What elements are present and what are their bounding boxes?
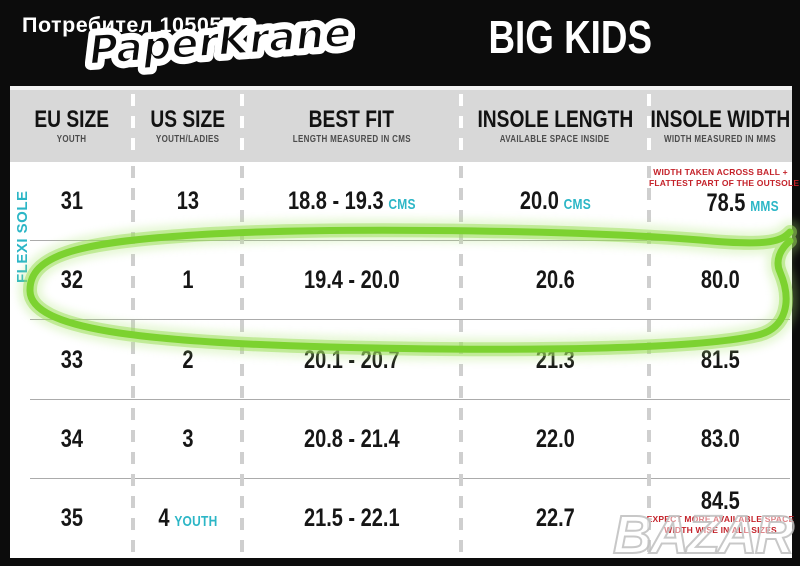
table-row-size-35: 35 4 YOUTH 21.5 - 22.1 22.7 84.5 EXPECT M… [10,479,795,558]
cell-insole-width: WIDTH TAKEN ACROSS BALL + FLATTEST PART … [649,162,800,241]
insole-length-value: 21.3 [535,345,575,374]
table-row-size-32-highlighted: 32 1 19.4 - 20.0 20.6 80.0 [10,241,792,321]
extra-space-note: EXPECT MORE AVAILABLE SPACE WIDTH WISE I… [647,514,795,536]
insole-length-value: 20.0 [519,187,559,216]
table-header: EU SIZE YOUTH US SIZE YOUTH/LADIES BEST … [10,86,792,162]
us-value: 3 [181,424,194,453]
eu-value: 33 [60,345,83,374]
cell-best-fit: 19.4 - 20.0 [242,241,461,320]
width-note-line2: FLATTEST PART OF THE OUTSOLE [649,178,800,189]
cell-best-fit: 20.1 - 20.7 [242,320,461,399]
cell-eu: 33 [10,320,133,399]
header-us-size: US SIZE YOUTH/LADIES [133,90,242,162]
extra-space-note-line1: EXPECT MORE AVAILABLE SPACE [646,513,795,524]
insole-length-unit: CMS [563,196,591,214]
table-body: 31 13 18.8 - 19.3 CMS 20.0 CMS WIDTH TAKEN… [10,162,800,558]
cell-insole-length: 20.6 [461,241,649,320]
insole-width-value: 81.5 [701,345,740,374]
cell-insole-length: 21.3 [461,320,649,399]
cell-us: 1 [133,241,242,320]
cell-us: 4 YOUTH [133,479,242,558]
eu-value: 34 [60,424,83,453]
extra-space-note-line2: WIDTH WISE IN ALL SIZES [664,524,777,535]
header-best-fit: BEST FIT LENGTH MEASURED IN CMS [242,90,461,162]
cell-insole-length: 22.7 [461,479,649,558]
insole-width-value: 83.0 [701,424,740,453]
header-eu-title: EU SIZE [34,105,109,133]
width-measure-note: WIDTH TAKEN ACROSS BALL + FLATTEST PART … [649,167,800,189]
paperkrane-logo: PaperKrane PaperKrane [85,4,355,80]
cell-us: 2 [133,320,242,399]
cell-us: 13 [133,162,242,241]
us-unit: YOUTH [173,512,218,530]
best-fit-value: 20.8 - 21.4 [303,424,400,453]
insole-width-value: 78.5 [706,189,746,218]
cell-insole-width: 84.5 EXPECT MORE AVAILABLE SPACE WIDTH W… [647,479,795,558]
cell-best-fit: 20.8 - 21.4 [242,400,461,479]
insole-width-value: 84.5 [701,486,740,515]
table-row-size-33: 33 2 20.1 - 20.7 21.3 81.5 [10,320,792,400]
best-fit-value: 18.8 - 19.3 [287,187,384,216]
best-fit-value: 20.1 - 20.7 [303,345,400,374]
insole-width-value: 80.0 [701,266,740,295]
us-value: 4 [157,503,170,532]
header-insole-width-title: INSOLE WIDTH [650,105,791,133]
cell-eu: 31 [10,162,133,241]
header-insole-width: INSOLE WIDTH WIDTH MEASURED IN MMS [649,90,792,162]
best-fit-value: 19.4 - 20.0 [303,266,400,295]
header-insole-length-subtitle: AVAILABLE SPACE INSIDE [500,133,610,145]
eu-value: 35 [60,503,83,532]
cell-best-fit: 18.8 - 19.3 CMS [242,162,461,241]
best-fit-unit: CMS [388,196,416,214]
cell-insole-width: 81.5 [649,320,792,399]
header-insole-length-title: INSOLE LENGTH [477,105,633,133]
us-value: 1 [181,266,194,295]
logo-text: PaperKrane [88,10,353,74]
header-best-fit-title: BEST FIT [308,105,395,133]
table-row-size-34: 34 3 20.8 - 21.4 22.0 83.0 [10,400,792,480]
table-row-size-31: 31 13 18.8 - 19.3 CMS 20.0 CMS WIDTH TAKEN… [10,162,800,242]
cell-insole-length: 20.0 CMS [461,162,649,241]
header-us-title: US SIZE [150,105,225,133]
cell-us: 3 [133,400,242,479]
us-value: 13 [176,187,199,216]
header-eu-subtitle: YOUTH [56,133,87,145]
us-value: 2 [181,345,194,374]
cell-insole-length: 22.0 [461,400,649,479]
cell-eu: 35 [10,479,133,558]
insole-length-value: 20.6 [535,266,575,295]
header-insole-length: INSOLE LENGTH AVAILABLE SPACE INSIDE [461,90,649,162]
cell-best-fit: 21.5 - 22.1 [242,479,461,558]
site-watermark: BAZAR [612,504,795,566]
header-us-subtitle: YOUTH/LADIES [155,133,220,145]
user-watermark: Потребител 1050578 [22,13,247,37]
page-title: BIG KIDS [450,12,690,63]
size-table: EU SIZE YOUTH US SIZE YOUTH/LADIES BEST … [10,86,800,558]
page-title-text: BIG KIDS [488,11,652,63]
header-eu-size: EU SIZE YOUTH [10,90,133,162]
insole-width-unit: MMS [750,198,780,216]
eu-value: 32 [60,266,83,295]
width-note-line1: WIDTH TAKEN ACROSS BALL + [653,167,788,177]
insole-length-value: 22.7 [535,503,575,532]
insole-length-value: 22.0 [535,424,575,453]
cell-eu: 34 [10,400,133,479]
eu-value: 31 [60,187,83,216]
cell-insole-width: 80.0 [649,241,792,320]
header-best-fit-subtitle: LENGTH MEASURED IN CMS [292,133,411,145]
flexi-sole-label: FLEXI SOLE [14,190,31,283]
cell-insole-width: 83.0 [649,400,792,479]
header-insole-width-subtitle: WIDTH MEASURED IN MMS [664,133,777,145]
best-fit-value: 21.5 - 22.1 [303,503,400,532]
